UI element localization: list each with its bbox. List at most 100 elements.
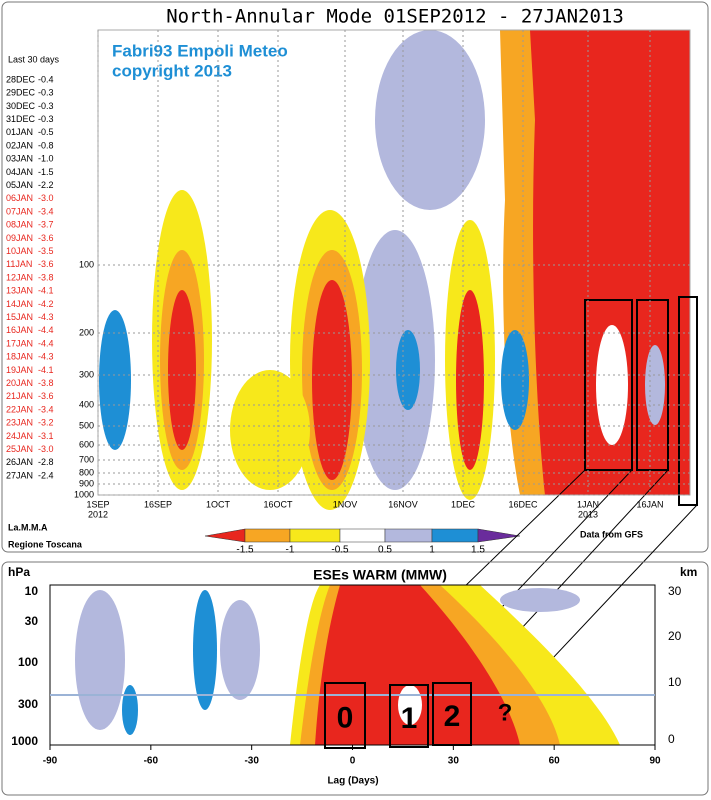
day-date: 27JAN (6, 470, 33, 480)
y2-tick-label: 30 (668, 584, 682, 598)
x-tick-label: 30 (448, 756, 460, 767)
last-days-title: Last 30 days (8, 54, 60, 64)
day-date: 08JAN (6, 220, 33, 230)
day-value: -0.8 (38, 140, 54, 150)
day-value: -3.8 (38, 272, 54, 282)
day-date: 03JAN (6, 154, 33, 164)
x-tick-label: 1SEP (86, 499, 109, 509)
day-date: 07JAN (6, 206, 33, 216)
day-date: 13JAN (6, 286, 33, 296)
day-date: 30DEC (6, 101, 36, 111)
day-date: 16JAN (6, 325, 33, 335)
day-value: -2.4 (38, 470, 54, 480)
lag-box (432, 682, 472, 746)
day-date: 11JAN (6, 259, 32, 269)
day-value: -3.0 (38, 444, 54, 454)
x-tick-label: 1OCT (206, 499, 231, 509)
day-date: 31DEC (6, 114, 36, 124)
y-tick-label: 100 (18, 655, 38, 669)
day-value: -3.6 (38, 259, 54, 269)
x-tick-label: 1JAN (577, 499, 599, 509)
y-tick-label: 10 (25, 584, 39, 598)
day-date: 04JAN (6, 167, 33, 177)
day-value: -4.1 (38, 365, 54, 375)
x-tick-label: 16NOV (388, 499, 418, 509)
day-value: -3.0 (38, 193, 54, 203)
lag-box-label: 0 (337, 701, 354, 734)
day-value: -4.2 (38, 299, 54, 309)
day-value: -0.3 (38, 101, 54, 111)
y-tick-label: 500 (79, 420, 94, 430)
day-value: -0.5 (38, 127, 54, 137)
day-value: -0.4 (38, 74, 54, 84)
day-value: -3.2 (38, 418, 54, 428)
x-tick-label: 16DEC (508, 499, 538, 509)
question-mark: ? (498, 699, 513, 726)
bottom-title: ESEs WARM (MMW) (313, 567, 447, 583)
y-tick-label: 800 (79, 467, 94, 477)
credit: La.M.M.A (8, 522, 48, 532)
day-date: 12JAN (6, 272, 33, 282)
day-date: 23JAN (6, 418, 33, 428)
day-value: -4.4 (38, 325, 54, 335)
y-tick-label: 700 (79, 454, 94, 464)
day-value: -4.1 (38, 286, 54, 296)
x-tick-label: 1NOV (333, 499, 358, 509)
day-date: 05JAN (6, 180, 33, 190)
colorbar (204, 528, 521, 543)
x-tick-label: 90 (649, 756, 661, 767)
y-tick-label: 300 (18, 697, 38, 711)
day-date: 29DEC (6, 88, 36, 98)
lag-box-label: 2 (444, 700, 461, 733)
colorbar-label: -1.5 (236, 545, 254, 556)
right-axis-label: km (680, 565, 697, 579)
day-date: 28DEC (6, 74, 36, 84)
day-date: 24JAN (6, 431, 33, 441)
day-value: -0.3 (38, 88, 54, 98)
day-date: 19JAN (6, 365, 33, 375)
lag-box-label: 1 (401, 702, 418, 735)
x-tick-label: 60 (549, 756, 561, 767)
bottom-contours (75, 585, 620, 745)
y-tick-label: 900 (79, 478, 94, 488)
colorbar-label: 0.5 (378, 545, 392, 556)
highlight-box (678, 296, 698, 506)
credit: Regione Toscana (8, 539, 83, 549)
day-date: 18JAN (6, 352, 33, 362)
x-tick-label: 1DEC (451, 499, 476, 509)
day-value: -3.8 (38, 378, 54, 388)
day-date: 20JAN (6, 378, 33, 388)
source: Data from GFS (580, 529, 643, 539)
day-date: 06JAN (6, 193, 33, 203)
day-value: -0.3 (38, 114, 54, 124)
x-tick-label: 0 (350, 756, 356, 767)
y-tick-label: 1000 (11, 734, 38, 748)
day-value: -1.5 (38, 167, 54, 177)
x-tick-label: -30 (244, 756, 259, 767)
x-tick-sublabel: 2012 (88, 509, 108, 519)
y-tick-label: 200 (79, 327, 94, 337)
day-date: 17JAN (6, 338, 33, 348)
day-date: 02JAN (6, 140, 33, 150)
y-tick-label: 400 (79, 399, 94, 409)
x-tick-sublabel: 2013 (578, 509, 598, 519)
watermark: Fabri93 Empoli Meteo (112, 41, 288, 60)
colorbar-label: -1 (286, 545, 295, 556)
day-value: -4.3 (38, 352, 54, 362)
day-value: -3.6 (38, 391, 54, 401)
y-tick-label: 600 (79, 439, 94, 449)
top-title: North-Annular Mode 01SEP2012 - 27JAN2013 (166, 6, 624, 28)
x-tick-label: -60 (144, 756, 159, 767)
x-tick-label: 16JAN (636, 499, 663, 509)
colorbar-label: 1 (429, 545, 435, 556)
day-value: -3.5 (38, 246, 54, 256)
y2-tick-label: 10 (668, 675, 682, 689)
day-date: 14JAN (6, 299, 33, 309)
day-value: -2.8 (38, 457, 54, 467)
left-axis-label: hPa (8, 565, 30, 579)
x-tick-label: 16SEP (144, 499, 172, 509)
y2-tick-label: 0 (668, 732, 675, 746)
day-date: 15JAN (6, 312, 33, 322)
day-value: -3.6 (38, 233, 54, 243)
